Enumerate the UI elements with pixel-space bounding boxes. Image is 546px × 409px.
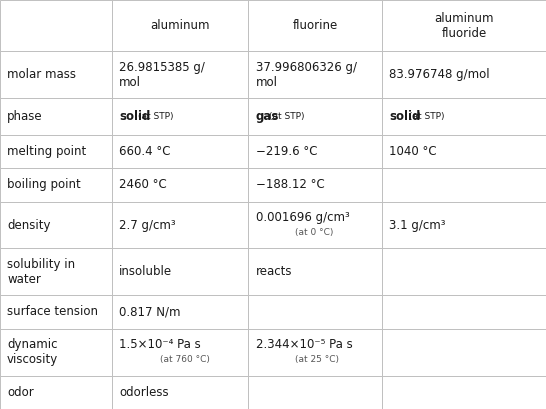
Text: boiling point: boiling point xyxy=(7,178,81,191)
Text: 83.976748 g/mol: 83.976748 g/mol xyxy=(389,68,490,81)
Bar xyxy=(0,329,112,375)
Text: −219.6 °C: −219.6 °C xyxy=(256,145,317,158)
Bar xyxy=(382,248,546,295)
Text: 26.9815385 g/
mol: 26.9815385 g/ mol xyxy=(119,61,205,89)
Bar xyxy=(382,202,546,248)
Bar xyxy=(248,295,382,329)
Bar xyxy=(112,295,248,329)
Bar xyxy=(0,135,112,168)
Text: phase: phase xyxy=(7,110,43,123)
Text: dynamic
viscosity: dynamic viscosity xyxy=(7,338,58,366)
Text: insoluble: insoluble xyxy=(119,265,172,279)
Text: density: density xyxy=(7,218,51,231)
Text: 3.1 g/cm³: 3.1 g/cm³ xyxy=(389,218,446,231)
Bar xyxy=(0,168,112,202)
Text: molar mass: molar mass xyxy=(7,68,76,81)
Text: melting point: melting point xyxy=(7,145,86,158)
Text: reacts: reacts xyxy=(256,265,292,279)
Bar xyxy=(112,135,248,168)
Text: 2.344×10⁻⁵ Pa s: 2.344×10⁻⁵ Pa s xyxy=(256,338,352,351)
Text: (at 760 °C): (at 760 °C) xyxy=(159,355,210,364)
Bar xyxy=(248,248,382,295)
Bar xyxy=(248,329,382,375)
Bar xyxy=(112,51,248,98)
Bar xyxy=(382,98,546,135)
Bar xyxy=(112,329,248,375)
Text: 1.5×10⁻⁴ Pa s: 1.5×10⁻⁴ Pa s xyxy=(119,338,201,351)
Bar xyxy=(112,248,248,295)
Bar xyxy=(382,375,546,409)
Text: aluminum: aluminum xyxy=(151,19,210,32)
Bar xyxy=(248,135,382,168)
Text: 0.001696 g/cm³: 0.001696 g/cm³ xyxy=(256,211,349,224)
Bar xyxy=(248,51,382,98)
Text: (at 0 °C): (at 0 °C) xyxy=(295,228,334,237)
Bar xyxy=(248,168,382,202)
Text: solid: solid xyxy=(119,110,150,123)
Text: fluorine: fluorine xyxy=(293,19,338,32)
Text: gas: gas xyxy=(256,110,279,123)
Text: 0.817 N/m: 0.817 N/m xyxy=(119,306,181,319)
Bar xyxy=(382,295,546,329)
Bar xyxy=(112,98,248,135)
Bar xyxy=(248,375,382,409)
Bar xyxy=(382,51,546,98)
Bar xyxy=(0,202,112,248)
Text: (at STP): (at STP) xyxy=(408,112,444,121)
Bar xyxy=(382,0,546,51)
Text: −188.12 °C: −188.12 °C xyxy=(256,178,324,191)
Text: 660.4 °C: 660.4 °C xyxy=(119,145,170,158)
Text: solid: solid xyxy=(389,110,420,123)
Text: aluminum
fluoride: aluminum fluoride xyxy=(435,11,494,40)
Bar xyxy=(382,168,546,202)
Bar xyxy=(248,0,382,51)
Text: 1040 °C: 1040 °C xyxy=(389,145,437,158)
Text: solubility in
water: solubility in water xyxy=(7,258,75,286)
Text: 2.7 g/cm³: 2.7 g/cm³ xyxy=(119,218,176,231)
Bar xyxy=(0,248,112,295)
Bar xyxy=(112,202,248,248)
Text: (at STP): (at STP) xyxy=(139,112,174,121)
Bar xyxy=(248,202,382,248)
Bar xyxy=(382,135,546,168)
Bar xyxy=(382,329,546,375)
Bar xyxy=(0,51,112,98)
Bar xyxy=(0,0,112,51)
Text: odorless: odorless xyxy=(119,386,169,399)
Bar xyxy=(0,295,112,329)
Text: 2460 °C: 2460 °C xyxy=(119,178,167,191)
Text: surface tension: surface tension xyxy=(7,306,98,319)
Text: (at STP): (at STP) xyxy=(269,112,305,121)
Bar xyxy=(112,375,248,409)
Bar xyxy=(0,98,112,135)
Bar xyxy=(112,168,248,202)
Text: (at 25 °C): (at 25 °C) xyxy=(295,355,339,364)
Bar xyxy=(248,98,382,135)
Text: 37.996806326 g/
mol: 37.996806326 g/ mol xyxy=(256,61,357,89)
Bar xyxy=(112,0,248,51)
Bar xyxy=(0,375,112,409)
Text: odor: odor xyxy=(7,386,34,399)
